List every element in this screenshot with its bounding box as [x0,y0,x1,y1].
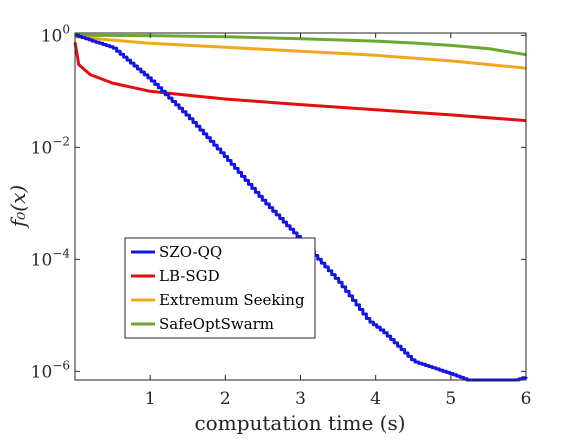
legend-label: Extremum Seeking [159,291,305,309]
y-tick-label: 100 [41,22,70,46]
x-tick-label: 4 [370,389,381,409]
x-tick-label: 6 [521,389,532,409]
series-line-szo-qq [75,33,528,382]
y-tick-label: 10−2 [31,134,70,158]
y-tick-label: 10−6 [31,358,70,382]
x-axis-label: computation time (s) [194,411,405,435]
x-tick-label: 2 [220,389,231,409]
series-layer [73,33,528,382]
legend-box [124,237,316,339]
x-tick-label: 1 [145,389,156,409]
legend-label: SZO-QQ [159,243,222,261]
legend-label: SafeOptSwarm [159,315,274,333]
x-tick-label: 3 [295,389,306,409]
tick-layer: 1 2 3 4 5 6 100 10−2 10−4 10−6 [31,22,532,409]
series-line-safeoptswarm [74,33,527,57]
legend-label: LB-SGD [159,267,220,285]
legend: SZO-QQ LB-SGD Extremum Seeking SafeOptSwarm [124,237,316,339]
series-line-extremum-seeking [74,35,527,70]
series-line-lb-sgd [73,42,527,123]
x-tick-label: 5 [445,389,456,409]
y-tick-label: 10−4 [31,246,71,270]
y-axis-label: f₀(x) [6,185,30,229]
